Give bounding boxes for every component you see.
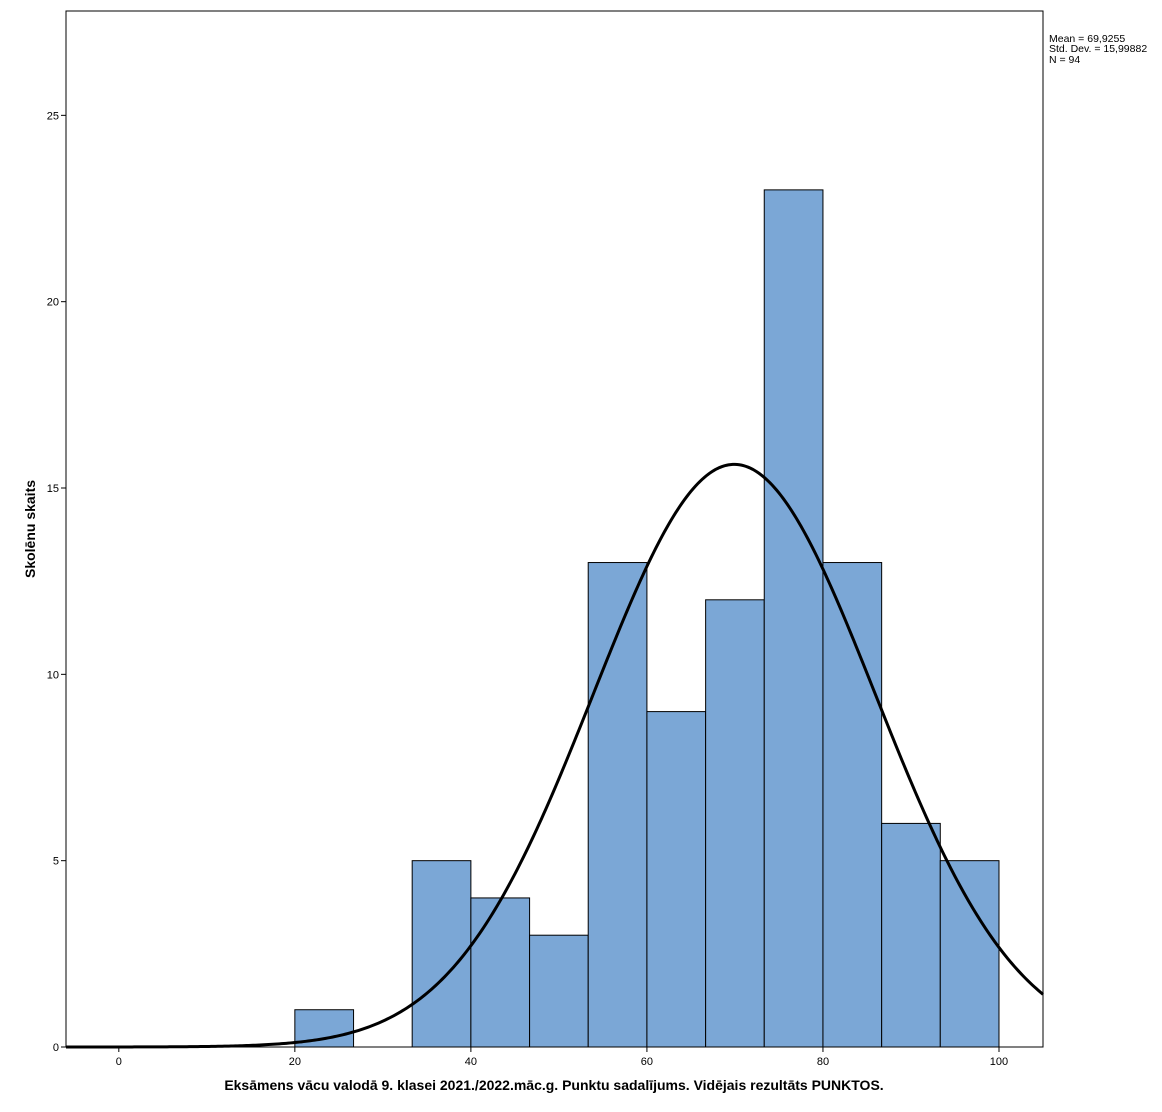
x-tick-label: 80 xyxy=(817,1056,829,1068)
stats-box: Mean = 69,9255 Std. Dev. = 15,99882 N = … xyxy=(1049,33,1147,66)
histogram-bar-11 xyxy=(939,860,1000,1048)
stats-std-dev: Std. Dev. = 15,99882 xyxy=(1049,43,1147,55)
x-tick-label: 20 xyxy=(289,1056,301,1068)
histogram-bar-8 xyxy=(763,189,824,1048)
x-tick-label: 100 xyxy=(990,1056,1008,1068)
y-tick-label: 25 xyxy=(47,110,59,122)
histogram-bar-3 xyxy=(470,897,531,1048)
y-tick-label: 5 xyxy=(53,856,59,868)
histogram-bar-6 xyxy=(646,711,707,1048)
y-tick-label: 0 xyxy=(53,1042,59,1054)
histogram-bar-5 xyxy=(587,562,648,1048)
stats-n: N = 94 xyxy=(1049,54,1080,66)
x-tick-label: 60 xyxy=(641,1056,653,1068)
histogram-bar-9 xyxy=(822,562,883,1048)
stats-mean: Mean = 69,9255 xyxy=(1049,33,1125,45)
y-tick-label: 10 xyxy=(47,669,59,681)
histogram-bar-10 xyxy=(881,822,941,1048)
bars-layer xyxy=(294,189,1000,1048)
normal-distribution-curve xyxy=(66,462,1044,1049)
y-tick-label: 20 xyxy=(47,297,59,309)
x-axis-title: Eksāmens vācu valodā 9. klasei 2021./202… xyxy=(224,1077,883,1093)
histogram-bar-7 xyxy=(705,599,765,1048)
y-axis-title: Skolēnu skaits xyxy=(22,480,38,578)
axes-layer: 0 20 40 60 80 100 0 5 10 15 20 25 xyxy=(47,110,1008,1068)
y-tick-label: 15 xyxy=(47,483,59,495)
histogram-bar-4 xyxy=(529,934,589,1048)
x-tick-label: 40 xyxy=(465,1056,477,1068)
histogram-bar-2 xyxy=(411,860,472,1048)
x-tick-label: 0 xyxy=(116,1056,122,1068)
normal-curve-layer xyxy=(66,462,1044,1049)
